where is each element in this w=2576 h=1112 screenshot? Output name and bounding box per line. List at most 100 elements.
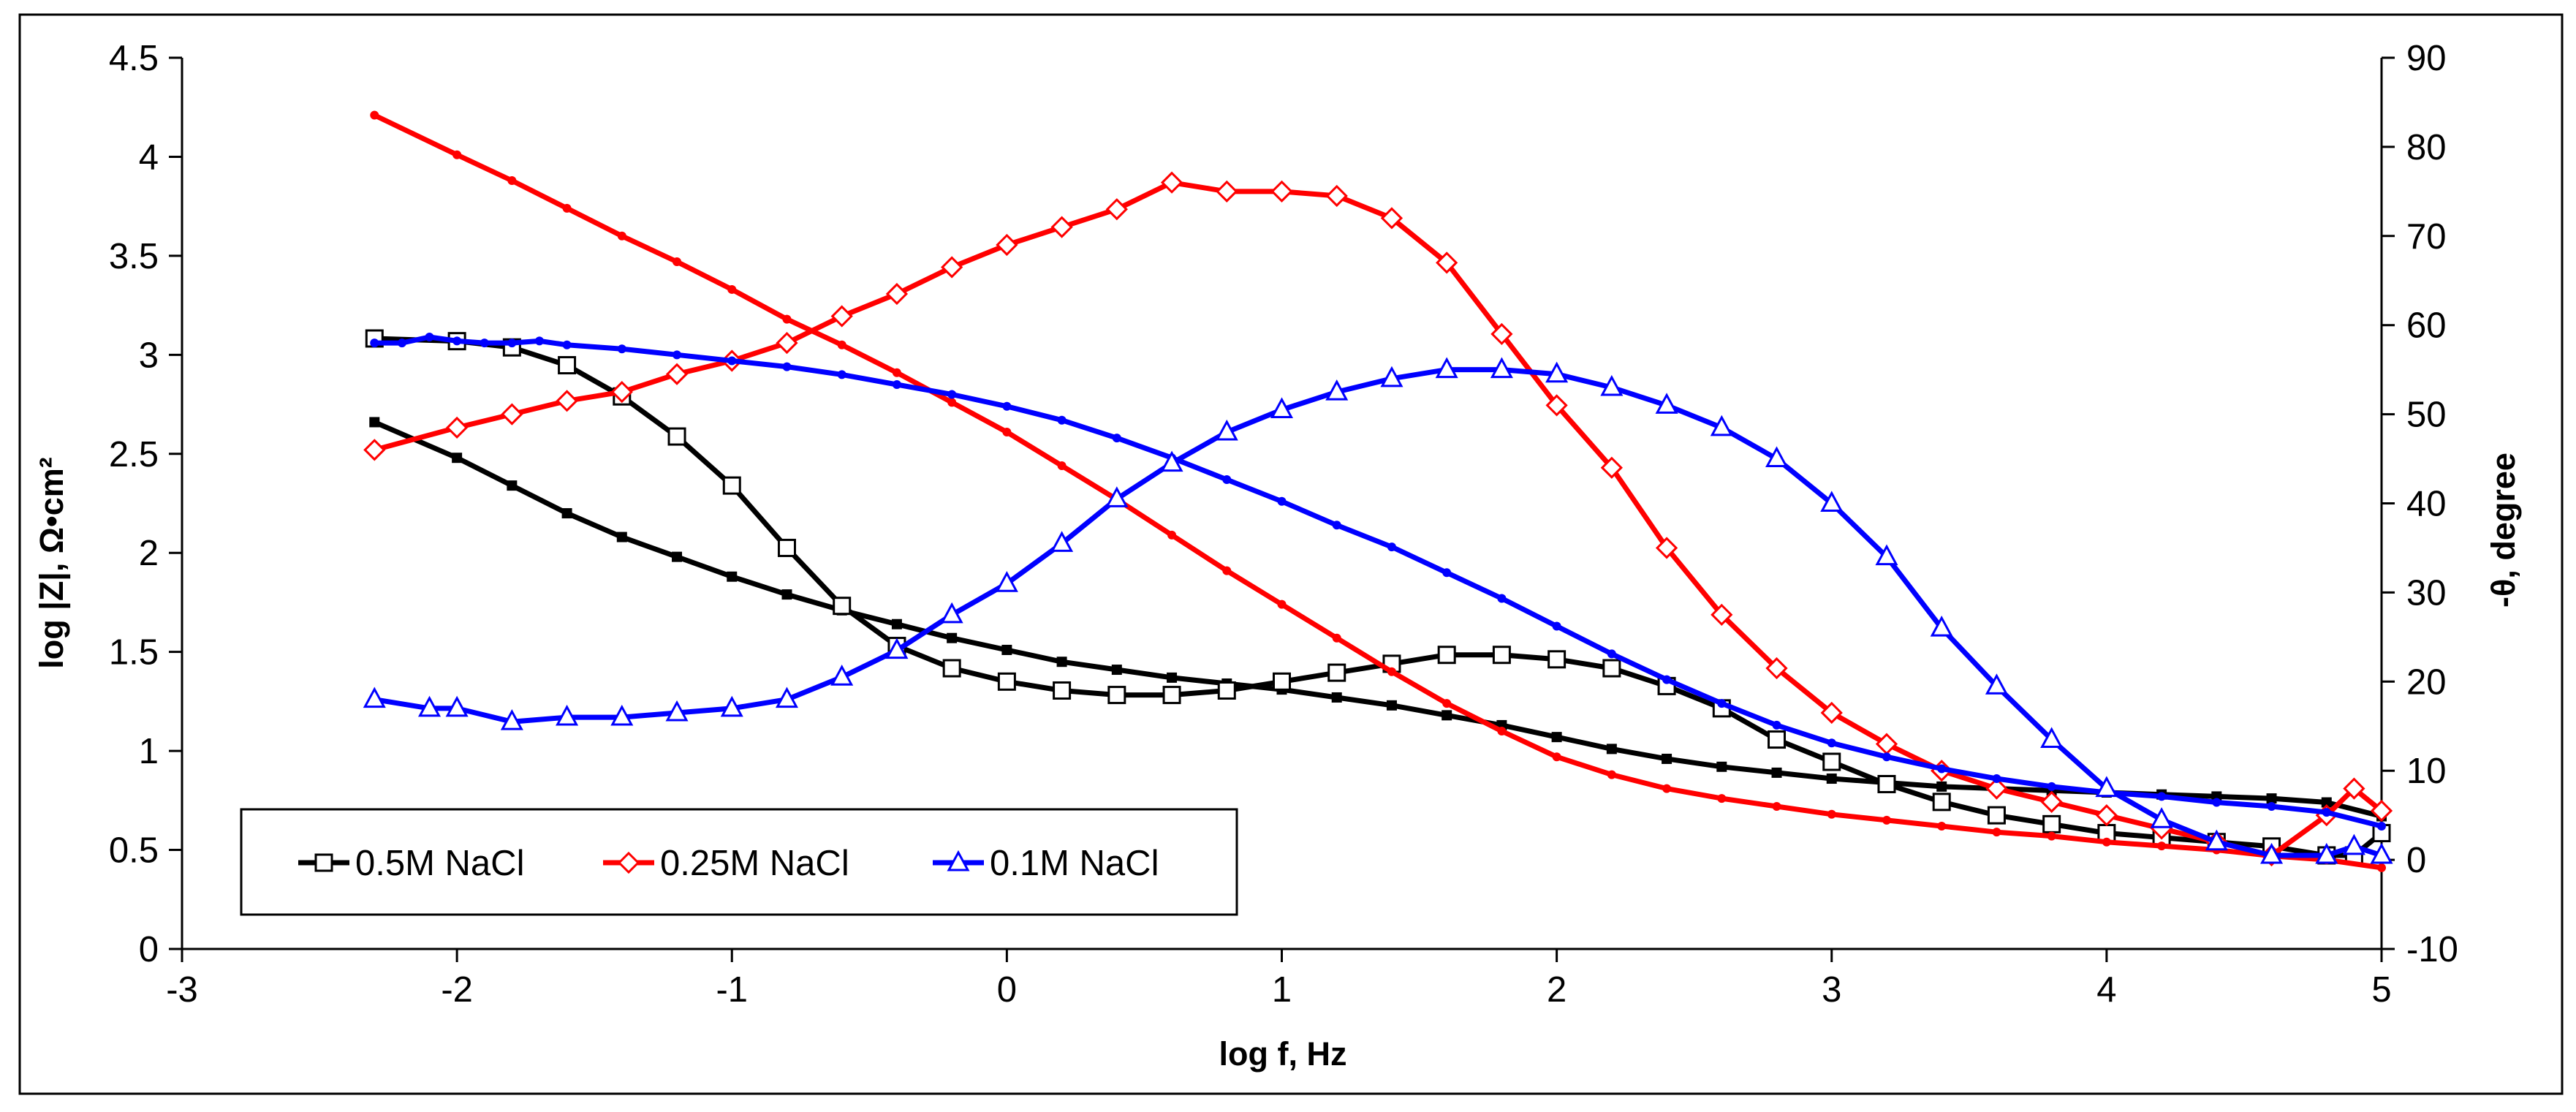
phase-point <box>941 256 963 279</box>
phase-point <box>1325 379 1349 401</box>
impedance-point <box>1002 427 1012 436</box>
y-tick-label: 0 <box>139 930 159 969</box>
legend: 0.5M NaCl 0.25M NaCl 0.1M NaCl <box>240 808 1238 916</box>
impedance-point <box>562 203 572 213</box>
impedance-point <box>782 362 792 371</box>
impedance-point <box>1662 784 1672 793</box>
impedance-point <box>1002 401 1012 411</box>
phase-point <box>1107 686 1126 705</box>
impedance-point <box>1717 794 1727 803</box>
impedance-point <box>369 417 380 428</box>
phase-point <box>446 416 469 439</box>
impedance-point <box>1882 815 1891 825</box>
phase-point <box>417 695 442 717</box>
y-tick-label: 1 <box>139 732 159 771</box>
impedance-point <box>1442 710 1452 721</box>
phase-point <box>1877 774 1896 793</box>
phase-point <box>1160 171 1183 194</box>
impedance-point <box>1552 752 1561 762</box>
phase-point <box>1050 531 1074 552</box>
phase-point <box>940 602 963 624</box>
impedance-point <box>507 175 517 185</box>
impedance-point <box>1331 692 1342 703</box>
phase-point <box>1987 806 2006 825</box>
phase-point <box>942 659 961 678</box>
phase-point <box>1765 446 1789 468</box>
impedance-point <box>1607 770 1616 779</box>
phase-point <box>445 695 469 717</box>
y-tick-label: 1.5 <box>109 633 159 673</box>
impedance-point <box>1332 521 1341 530</box>
impedance-point <box>1827 809 1836 819</box>
phase-point <box>1710 415 1733 436</box>
phase-point <box>1822 752 1841 771</box>
impedance-point <box>1277 496 1287 506</box>
phase-point <box>1655 537 1678 559</box>
impedance-point <box>1167 530 1177 540</box>
impedance-point <box>1057 415 1067 425</box>
phase-point <box>1490 357 1513 379</box>
y2-tick-label: 0 <box>2406 841 2426 880</box>
impedance-point <box>1936 781 1947 792</box>
impedance-point <box>1662 675 1672 684</box>
y-tick-label: 3.5 <box>109 237 159 276</box>
legend-marker <box>617 851 640 874</box>
y2-axis-title: -θ, degree <box>2485 453 2522 608</box>
impedance-point <box>1386 700 1397 711</box>
phase-point <box>1768 730 1787 749</box>
legend-entry-0-25m-nacl: 0.25M NaCl <box>603 844 849 883</box>
impedance-point <box>1771 767 1782 778</box>
phase-point <box>1655 393 1678 414</box>
phase-point <box>1930 616 1953 637</box>
impedance-point <box>617 231 626 241</box>
impedance-point <box>837 370 846 379</box>
phase-point <box>1325 184 1348 208</box>
phase-point <box>777 538 796 557</box>
impedance-point <box>891 619 902 629</box>
y2-tick-label: 90 <box>2406 39 2447 78</box>
impedance-point <box>2102 837 2111 847</box>
phase-line-0-25m-nacl <box>371 180 2384 858</box>
impedance-point <box>1056 657 1067 667</box>
impedance-point <box>1001 644 1012 655</box>
x-tick-label: -2 <box>441 970 473 1010</box>
phase-point <box>667 427 686 446</box>
x-tick-label: 4 <box>2096 970 2116 1010</box>
phase-point <box>1600 374 1624 396</box>
impedance-point <box>727 571 738 582</box>
impedance-point <box>1112 434 1121 443</box>
phase-point <box>776 331 798 355</box>
y2-tick-label: 80 <box>2406 128 2447 167</box>
phase-point <box>2370 799 2393 822</box>
phase-point <box>1820 701 1843 725</box>
impedance-point <box>507 338 517 348</box>
impedance-point <box>616 532 627 542</box>
phase-point <box>1215 419 1238 441</box>
phase-point <box>2150 807 2173 828</box>
impedance-point <box>1937 822 1947 831</box>
phase-point <box>558 356 577 375</box>
phase-point <box>1436 251 1458 274</box>
phase-line-0-5m-nacl <box>371 336 2384 858</box>
impedance-point <box>2266 793 2277 804</box>
phase-point <box>1765 657 1788 680</box>
phase-point <box>1985 673 2008 695</box>
impedance-point <box>1772 801 1781 811</box>
impedance-point <box>617 344 626 354</box>
impedance-point <box>2322 808 2331 817</box>
phase-point <box>885 282 909 306</box>
impedance-point <box>892 368 901 377</box>
phase-point <box>1548 650 1567 669</box>
impedance-point <box>1826 774 1837 784</box>
impedance-point <box>1057 461 1067 471</box>
y-tick-label: 3 <box>139 336 159 375</box>
impedance-point <box>2047 831 2056 841</box>
impedance-point <box>1772 720 1781 730</box>
y2-tick-label: 70 <box>2406 217 2447 257</box>
phase-point <box>1327 663 1346 682</box>
impedance-point <box>1222 474 1232 484</box>
impedance-point <box>480 338 489 348</box>
legend-entry-0-5m-nacl: 0.5M NaCl <box>298 844 524 883</box>
